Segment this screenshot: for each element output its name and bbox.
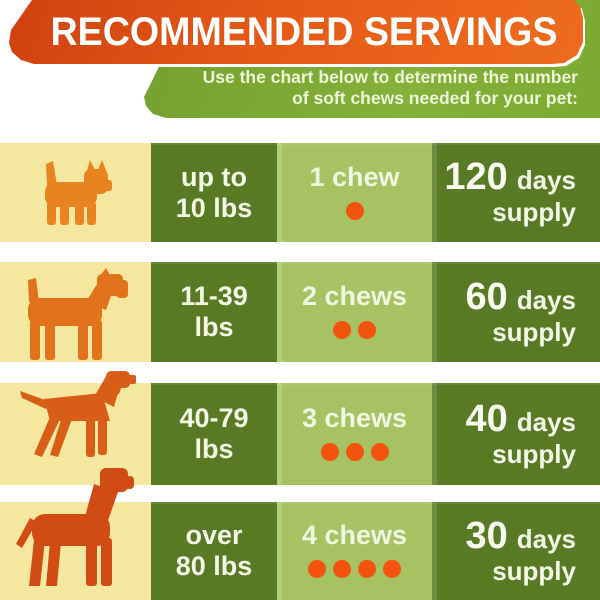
chew-dot	[308, 560, 326, 578]
chew-dots	[305, 560, 405, 578]
title-banner	[9, 0, 583, 64]
supply-number: 30	[465, 514, 508, 557]
chew-dots	[317, 443, 392, 461]
serving-row-small-dog: up to 10 lbs 1 chew 120 days supply	[0, 143, 600, 242]
chew-dot	[370, 443, 389, 461]
supply-line1: 40 days	[465, 400, 576, 438]
weight-line2: lbs	[194, 312, 234, 342]
supply-number: 40	[465, 397, 508, 440]
chews-label: 2 chews	[301, 281, 408, 311]
supply-number: 60	[465, 275, 508, 318]
weight-line1: over	[185, 520, 243, 550]
supply-line1: 30 days	[465, 517, 576, 555]
chew-dots	[342, 201, 367, 220]
chew-dot	[358, 321, 376, 339]
supply-line2: supply	[492, 438, 576, 469]
weight-cell: 11-39 lbs	[151, 262, 277, 362]
weight-line2: 80 lbs	[175, 551, 253, 581]
serving-row-extra-large-dog: over 80 lbs 4 chews 30 days supply	[0, 502, 600, 600]
supply-line2: supply	[492, 316, 576, 347]
title-banner-outline	[6, 0, 584, 64]
supply-cell: 120 days supply	[432, 143, 600, 242]
chews-label: 4 chews	[301, 520, 408, 550]
subtitle-line2: of soft chews needed for your pet:	[292, 88, 578, 108]
chews-cell: 3 chews	[277, 383, 432, 485]
supply-line2: supply	[492, 197, 576, 227]
chews-cell: 4 chews	[277, 502, 432, 600]
large-dog-icon	[20, 371, 136, 457]
chew-dots	[330, 321, 380, 339]
chew-dot	[383, 560, 401, 578]
weight-line1: 40-79	[179, 403, 249, 433]
page-title: RECOMMENDED SERVINGS	[50, 9, 558, 54]
chews-cell: 2 chews	[277, 262, 432, 362]
chew-dot	[333, 321, 351, 339]
chew-dot	[345, 201, 364, 220]
supply-line1: 120 days	[444, 158, 576, 196]
weight-line1: up to	[181, 161, 247, 192]
chew-dot	[358, 560, 376, 578]
subtitle: Use the chart below to determine the num…	[203, 67, 578, 109]
serving-row-large-dog: 40-79 lbs 3 chews 40 days supply	[0, 383, 600, 485]
chews-cell: 1 chew	[277, 143, 432, 242]
weight-line2: 10 lbs	[175, 192, 253, 223]
chews-label: 3 chews	[301, 403, 408, 433]
weight-line2: lbs	[194, 434, 234, 464]
weight-cell: up to 10 lbs	[151, 143, 277, 242]
chew-dot	[345, 443, 364, 461]
supply-unit: days	[516, 284, 576, 315]
supply-line2: supply	[492, 555, 576, 586]
extra-large-dog-icon	[16, 468, 134, 586]
supply-unit: days	[516, 165, 576, 195]
chews-label: 1 chew	[309, 161, 400, 192]
supply-cell: 60 days supply	[432, 262, 600, 362]
small-dog-icon	[45, 160, 112, 225]
weight-cell: 40-79 lbs	[151, 383, 277, 485]
supply-unit: days	[516, 406, 576, 437]
supply-number: 120	[444, 156, 508, 198]
medium-dog-icon	[28, 268, 128, 360]
supply-cell: 40 days supply	[432, 383, 600, 485]
subtitle-line1: Use the chart below to determine the num…	[202, 67, 578, 87]
supply-line1: 60 days	[465, 278, 576, 316]
chew-dot	[320, 443, 339, 461]
supply-cell: 30 days supply	[432, 502, 600, 600]
weight-line1: 11-39	[180, 281, 248, 311]
weight-cell: over 80 lbs	[151, 502, 277, 600]
supply-unit: days	[516, 523, 576, 554]
chew-dot	[333, 560, 351, 578]
serving-row-medium-dog: 11-39 lbs 2 chews 60 days supply	[0, 262, 600, 362]
